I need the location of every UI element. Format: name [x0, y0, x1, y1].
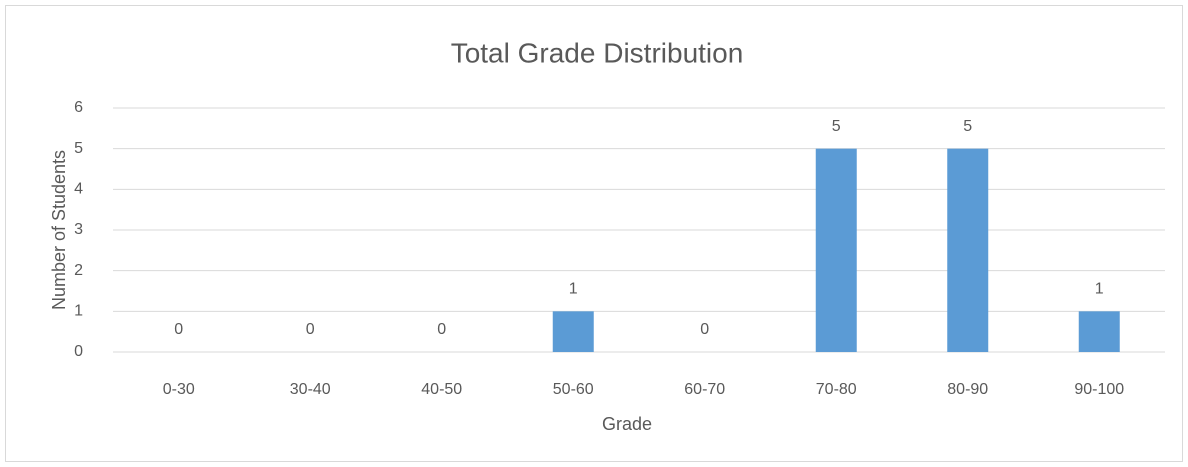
x-tick-label: 30-40 — [290, 381, 331, 398]
bar — [815, 148, 857, 352]
x-tick-label: 70-80 — [816, 381, 857, 398]
y-tick-label: 0 — [74, 343, 83, 360]
data-label: 5 — [832, 118, 841, 135]
x-axis-label: Grade — [602, 414, 652, 434]
y-tick-label: 5 — [74, 140, 83, 157]
data-label: 0 — [700, 321, 709, 338]
bar — [947, 148, 989, 352]
x-tick-label: 40-50 — [421, 381, 462, 398]
data-label: 1 — [569, 281, 578, 298]
data-label: 0 — [174, 321, 183, 338]
bar — [552, 311, 594, 352]
x-tick-label: 90-100 — [1074, 381, 1124, 398]
y-tick-label: 6 — [74, 99, 83, 116]
x-tick-label: 0-30 — [163, 381, 195, 398]
y-tick-label: 2 — [74, 262, 83, 279]
chart-title: Total Grade Distribution — [451, 37, 744, 68]
y-tick-label: 3 — [74, 221, 83, 238]
data-label: 1 — [1095, 281, 1104, 298]
y-axis-label: Number of Students — [49, 150, 69, 310]
data-label: 0 — [306, 321, 315, 338]
data-label: 5 — [963, 118, 972, 135]
x-tick-label: 50-60 — [553, 381, 594, 398]
x-tick-label: 60-70 — [684, 381, 725, 398]
y-tick-label: 4 — [74, 181, 83, 198]
x-tick-label: 80-90 — [947, 381, 988, 398]
bar — [1078, 311, 1120, 352]
data-label: 0 — [437, 321, 446, 338]
y-tick-label: 1 — [74, 303, 83, 320]
